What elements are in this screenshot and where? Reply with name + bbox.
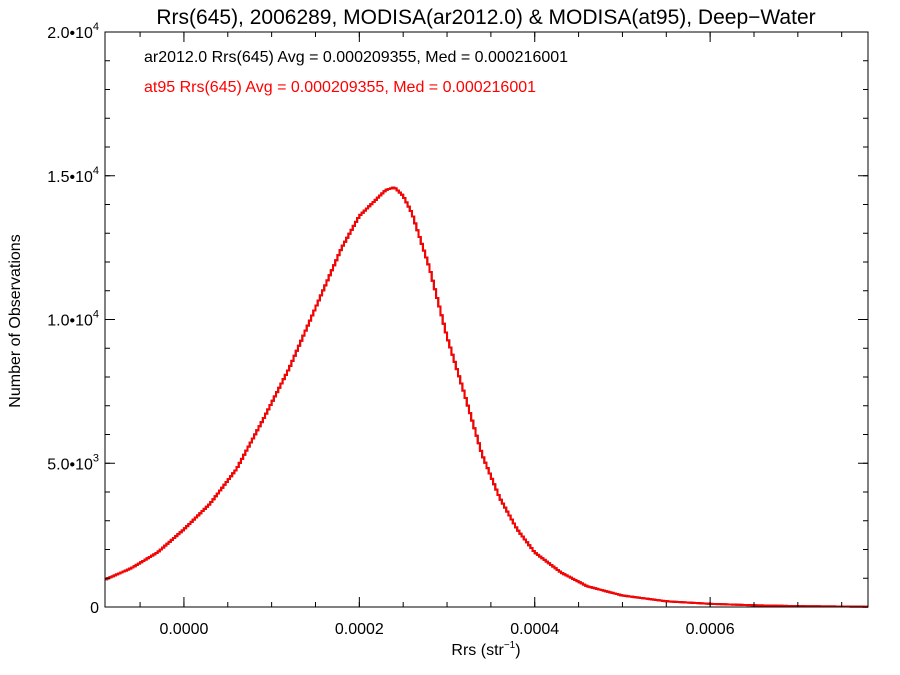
y-axis-label: Number of Observations — [7, 234, 24, 407]
annotation-at95: at95 Rrs(645) Avg = 0.000209355, Med = 0… — [144, 79, 536, 96]
x-axis-label-sup: −1 — [504, 640, 516, 651]
annotation-ar2012: ar2012.0 Rrs(645) Avg = 0.000209355, Med… — [144, 49, 568, 66]
y-tick-label-exp: 3 — [93, 452, 99, 464]
x-axis-label-end: ) — [515, 642, 520, 659]
y-tick-label-base: 5.0•10 — [47, 456, 93, 473]
series-layer — [105, 186, 868, 608]
plot-frame — [104, 31, 869, 608]
y-tick-label-exp: 4 — [93, 21, 99, 33]
y-tick-label-base: 1.0•10 — [47, 313, 93, 330]
y-tick-label: 1.5•104 — [47, 165, 99, 186]
x-tick-label: 0.0000 — [159, 621, 208, 638]
y-tick-label-base: 0 — [90, 600, 99, 617]
y-tick-label-exp: 4 — [93, 309, 99, 321]
y-tick-label: 2.0•104 — [47, 21, 99, 42]
y-tick-label-base: 2.0•10 — [47, 25, 93, 42]
y-tick-label-base: 1.5•10 — [47, 169, 93, 186]
y-tick-label: 0 — [90, 600, 99, 617]
y-tick-label: 5.0•103 — [47, 452, 99, 473]
x-axis-label: Rrs (str−1) — [451, 640, 520, 659]
x-axis: 0.0000 0.0002 0.0004 0.0006 — [139, 32, 843, 638]
chart-title: Rrs(645), 2006289, MODISA(ar2012.0) & MO… — [156, 6, 815, 29]
x-tick-label: 0.0004 — [510, 621, 559, 638]
x-axis-label-base: Rrs (str — [451, 642, 504, 659]
x-tick-label: 0.0002 — [335, 621, 384, 638]
series-line-at95 — [105, 186, 868, 608]
y-tick-label: 1.0•104 — [47, 309, 99, 330]
y-tick-label-exp: 4 — [93, 165, 99, 177]
series-line-ar2012.0 — [105, 186, 868, 608]
x-tick-label: 0.0006 — [686, 621, 735, 638]
